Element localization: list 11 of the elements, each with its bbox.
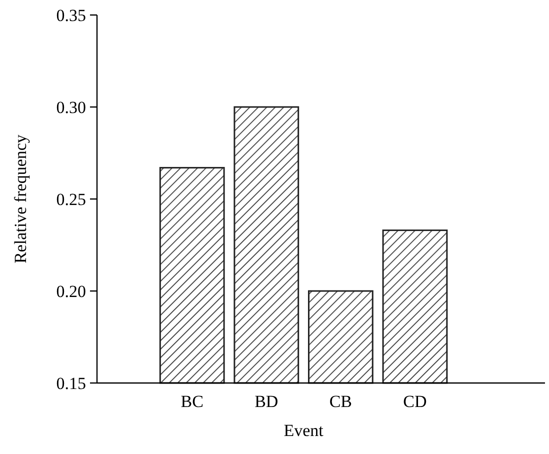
x-tick-label: CD [403, 392, 427, 411]
y-tick-label: 0.15 [56, 374, 86, 393]
y-tick-label: 0.25 [56, 190, 86, 209]
x-axis-title: Event [284, 421, 324, 440]
x-tick-label: BC [180, 392, 204, 411]
y-tick-label: 0.35 [56, 6, 86, 25]
y-tick-label: 0.20 [56, 282, 86, 301]
y-axis-title: Relative frequency [11, 134, 30, 264]
y-tick-label: 0.30 [56, 98, 86, 117]
x-tick-label: BD [254, 392, 278, 411]
x-tick-label: CB [329, 392, 352, 411]
